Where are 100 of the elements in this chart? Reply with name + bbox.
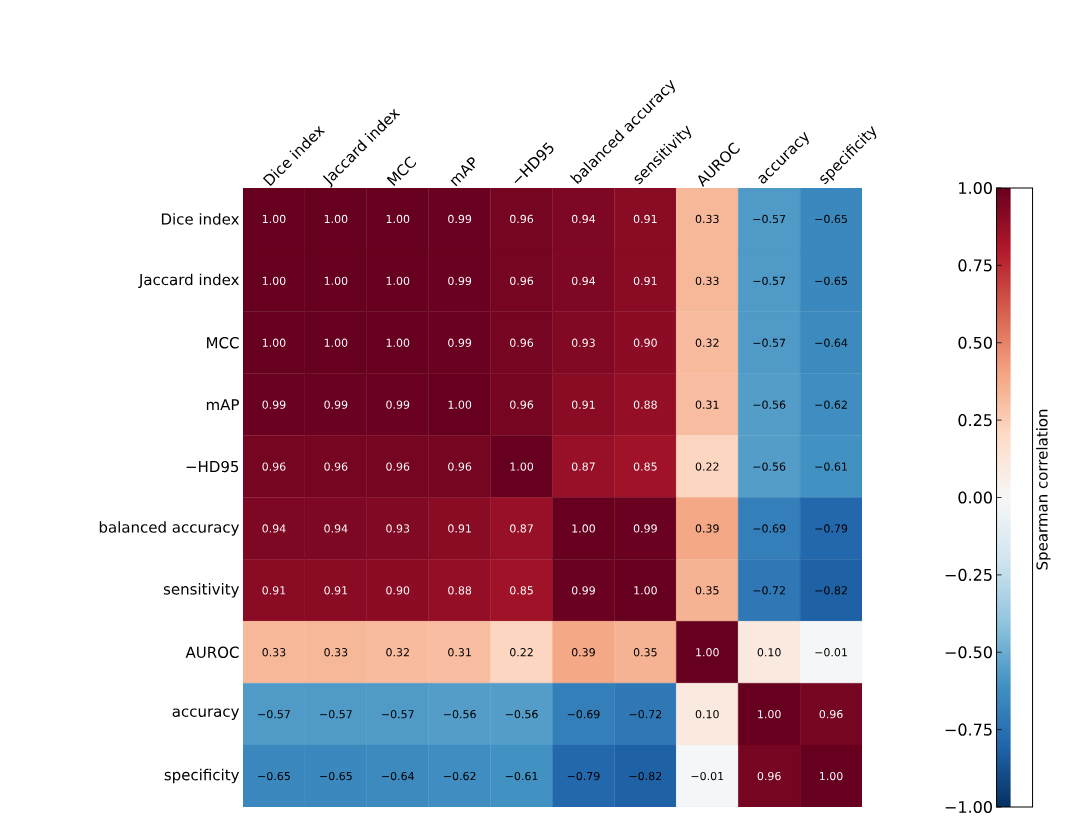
data-label: 0.94 [262, 524, 286, 533]
data-label: −0.64 [815, 338, 848, 347]
data-label: 0.96 [757, 771, 781, 781]
data-label: 0.87 [571, 462, 595, 471]
data-label: −0.79 [815, 524, 848, 533]
color-bar-label: 0.00 [958, 491, 992, 504]
color-bar-label: 1.00 [959, 181, 992, 195]
data-label: −0.65 [815, 276, 847, 286]
y-tick-label: sensitivity [163, 583, 240, 598]
data-label: 0.99 [448, 338, 472, 347]
data-label: −0.56 [505, 710, 538, 719]
data-label: 1.00 [386, 338, 410, 347]
data-label: 0.91 [633, 276, 657, 286]
data-label: 0.33 [695, 276, 719, 286]
data-label: −0.61 [505, 771, 538, 781]
data-label: −0.01 [691, 771, 724, 781]
data-label: 0.99 [448, 214, 472, 224]
color-bar-label: −1.00 [945, 800, 992, 814]
data-label: 0.91 [448, 524, 471, 533]
data-label: 1.00 [324, 214, 348, 224]
data-label: −0.57 [320, 710, 352, 719]
data-label: 0.99 [448, 276, 472, 286]
data-label: 0.91 [262, 586, 286, 595]
data-label: 0.31 [695, 400, 719, 409]
data-label: 1.00 [572, 524, 595, 533]
data-label: −0.57 [753, 338, 786, 347]
data-label: 0.96 [510, 276, 534, 286]
data-label: 0.91 [633, 214, 657, 224]
data-label: −0.57 [753, 276, 786, 286]
data-label: −0.79 [567, 771, 600, 781]
color-bar-label: −0.25 [945, 568, 992, 581]
data-label: 0.35 [695, 586, 719, 595]
data-label: 1.00 [324, 276, 348, 286]
data-label: −0.57 [382, 710, 414, 719]
y-tick-label: −HD95 [186, 460, 239, 473]
data-label: 0.96 [510, 400, 534, 409]
color-bar-label: 0.50 [958, 336, 992, 349]
data-label: 0.35 [633, 648, 657, 657]
data-label: 0.90 [386, 586, 410, 595]
data-label: 1.00 [262, 338, 286, 347]
data-label: 0.94 [324, 524, 348, 533]
color-bar-label: 0.25 [958, 414, 992, 427]
y-tick-label: accuracy [172, 708, 240, 720]
data-label: 1.00 [510, 462, 534, 471]
data-label: 1.00 [758, 710, 781, 719]
data-label: 0.91 [571, 400, 595, 409]
data-label: −0.69 [567, 710, 600, 719]
data-label: 0.32 [386, 648, 409, 657]
data-label: 1.00 [696, 648, 719, 657]
data-label: 0.90 [633, 338, 657, 347]
data-label: 0.39 [695, 524, 719, 533]
data-label: −0.56 [753, 400, 786, 409]
data-label: 0.96 [386, 462, 410, 471]
data-label: 0.96 [819, 710, 843, 719]
data-label: −0.69 [753, 524, 786, 533]
data-label: 0.99 [386, 400, 410, 409]
data-label: 0.99 [571, 586, 595, 595]
data-label: 0.33 [262, 648, 286, 657]
data-label: −0.62 [815, 400, 847, 409]
data-label: 0.10 [695, 710, 719, 719]
y-tick-label: Jaccard index [138, 273, 239, 289]
data-label: 0.96 [510, 338, 534, 347]
y-tick-label: Dice index [161, 213, 239, 225]
color-bar-label: −0.50 [945, 646, 992, 659]
data-label: 0.85 [510, 586, 533, 595]
data-label: 0.99 [633, 524, 657, 533]
data-label: −0.65 [815, 214, 847, 224]
data-label: −0.57 [753, 214, 786, 224]
data-label: 0.39 [571, 648, 595, 657]
data-label: 0.22 [510, 648, 533, 657]
data-label: 1.00 [634, 586, 657, 595]
data-label: 0.99 [262, 400, 286, 409]
y-tick-label: balanced accuracy [99, 521, 240, 536]
data-label: 0.88 [448, 586, 472, 595]
data-label: −0.64 [382, 771, 414, 781]
data-label: 0.33 [324, 648, 348, 657]
y-tick-label: MCC [207, 337, 239, 349]
data-label: 0.94 [571, 276, 596, 286]
data-label: −0.65 [258, 771, 290, 781]
data-label: 0.85 [633, 462, 657, 471]
data-label: 0.99 [324, 400, 348, 409]
data-label: 0.93 [571, 338, 595, 347]
data-label: 0.32 [695, 338, 719, 347]
color-bar-title: Spearman correlation [1036, 409, 1051, 570]
color-bar-label: −0.75 [945, 723, 992, 736]
data-label: 0.96 [262, 462, 286, 471]
data-label: 1.00 [262, 214, 286, 224]
data-label: 0.96 [448, 462, 472, 471]
color-bar-label: 0.75 [958, 259, 992, 272]
data-label: 0.10 [757, 648, 781, 657]
data-label: 0.33 [695, 214, 719, 224]
data-label: 0.93 [386, 524, 410, 533]
data-label: 0.31 [448, 648, 471, 657]
y-tick-label: mAP [206, 399, 239, 411]
data-label: 1.00 [820, 771, 843, 781]
data-label: 1.00 [448, 400, 472, 409]
data-label: 0.87 [510, 524, 533, 533]
data-label: −0.56 [753, 462, 786, 471]
data-label: 0.91 [324, 586, 348, 595]
data-label: −0.62 [443, 771, 476, 781]
